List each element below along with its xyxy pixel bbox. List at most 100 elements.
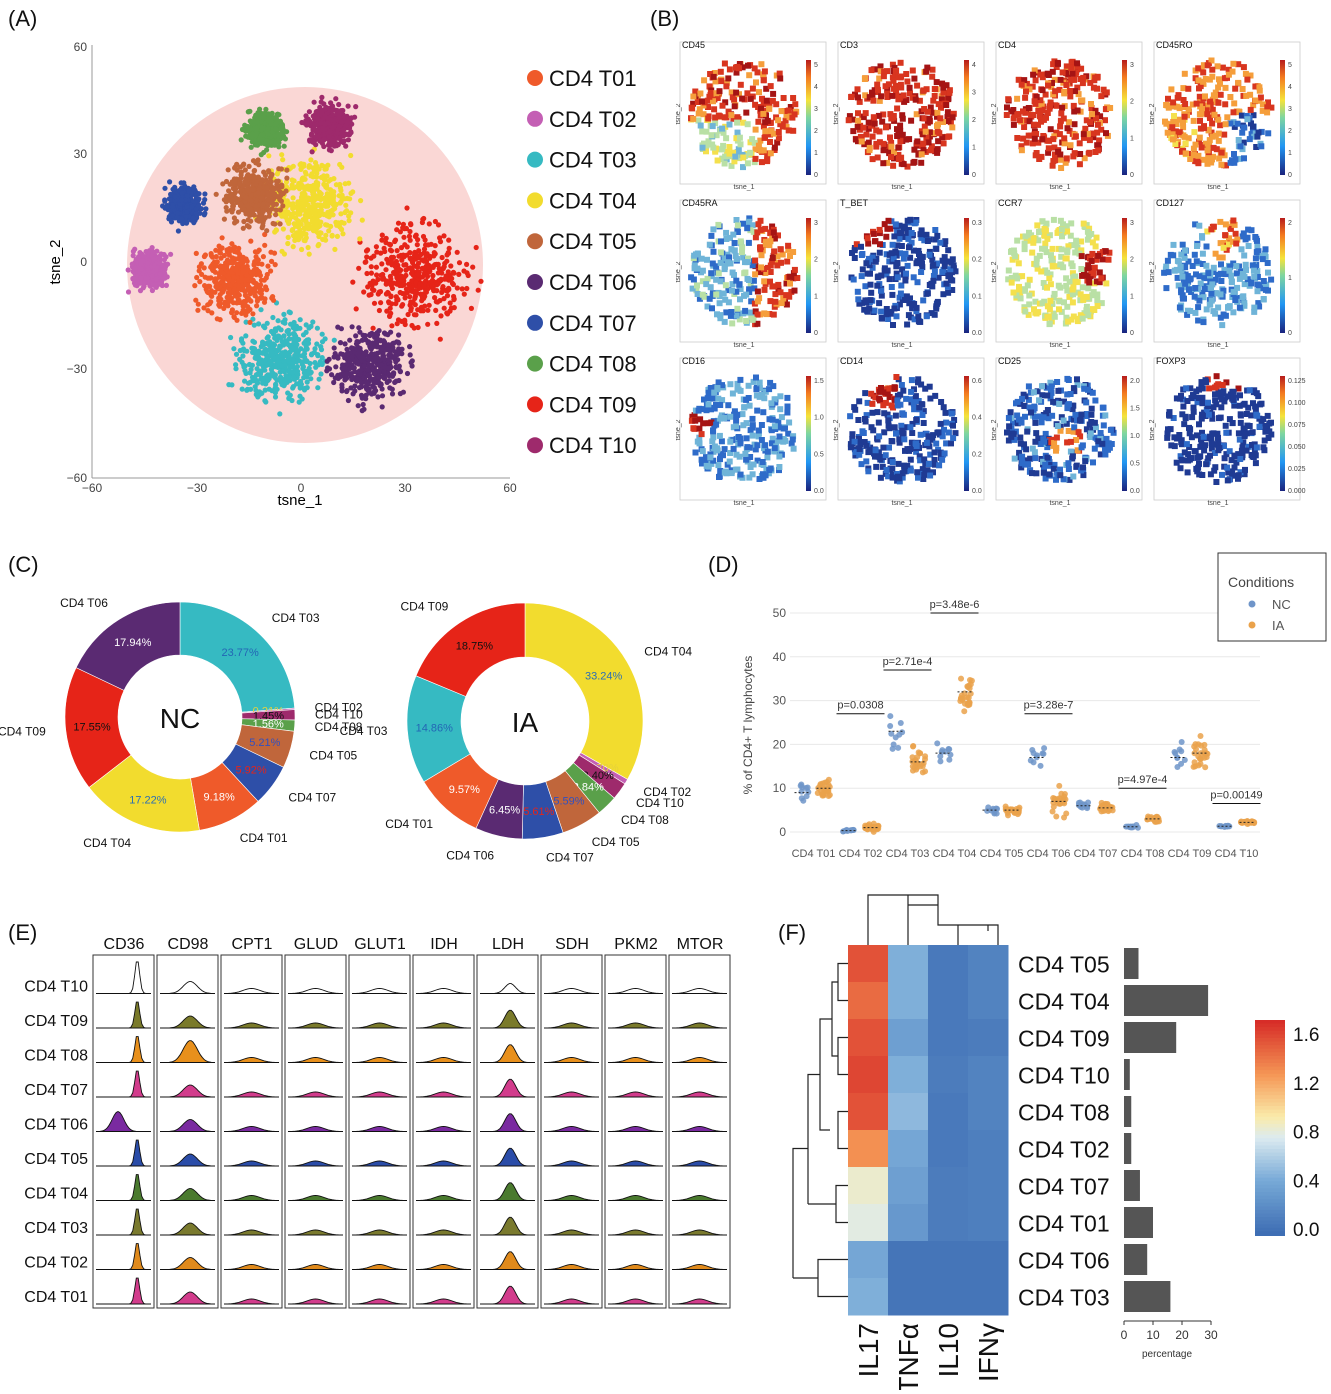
tsne-point — [350, 391, 356, 397]
cell-point — [744, 160, 751, 167]
cell-point — [930, 97, 937, 104]
tsne-point — [264, 320, 270, 326]
tsne-point — [336, 108, 343, 114]
tsne-point — [284, 167, 290, 173]
tsne-point — [242, 277, 248, 283]
tsne-point — [201, 305, 207, 311]
tsne-point — [138, 266, 144, 272]
map-x-label: tsne_1 — [733, 184, 754, 191]
tsne-point — [353, 306, 359, 312]
tsne-point — [171, 187, 177, 193]
cell-point — [846, 113, 853, 120]
colorbar-tick: 2 — [972, 117, 976, 124]
tsne-point — [277, 343, 283, 349]
cell-point — [732, 153, 739, 160]
cell-point — [766, 101, 773, 108]
tsne-point — [423, 253, 429, 259]
tsne-point — [315, 353, 321, 359]
cell-point — [764, 156, 771, 163]
tsne-point — [368, 270, 374, 276]
tsne-point — [175, 228, 181, 234]
cell-point — [739, 64, 746, 71]
tsne-point — [316, 166, 322, 172]
tsne-point — [352, 383, 358, 389]
tsne-point — [435, 299, 441, 305]
cell-point — [875, 112, 882, 119]
tsne-point — [264, 205, 270, 211]
tsne-point — [201, 212, 207, 218]
cell-point — [890, 162, 897, 169]
tsne-point — [319, 355, 325, 361]
tsne-point — [367, 343, 373, 349]
cell-point — [721, 114, 728, 121]
cell-point — [721, 160, 728, 167]
cell-point — [730, 149, 737, 156]
tsne-point — [278, 198, 284, 204]
tsne-point — [269, 258, 275, 264]
tsne-point — [240, 346, 247, 352]
tsne-point — [411, 325, 417, 331]
legend-swatch — [527, 437, 543, 454]
tsne-point — [361, 363, 367, 369]
tsne-point — [265, 263, 271, 269]
cell-point — [865, 139, 872, 146]
cell-point — [1103, 89, 1110, 96]
tsne-point — [295, 211, 301, 217]
tsne-point — [311, 125, 317, 131]
tsne-point — [346, 180, 352, 186]
tsne-point — [287, 344, 293, 350]
tsne-point — [318, 371, 324, 377]
tsne-point — [334, 130, 341, 136]
tsne-point — [433, 307, 439, 313]
tsne-point — [421, 246, 428, 252]
colorbar — [964, 60, 969, 175]
tsne-point — [320, 125, 326, 131]
cell-point — [1048, 84, 1055, 91]
cell-point — [752, 146, 759, 153]
tsne-point — [290, 384, 296, 390]
tsne-point — [265, 334, 271, 340]
tsne-point — [363, 248, 370, 254]
cell-point — [868, 122, 875, 129]
cell-point — [870, 114, 877, 121]
tsne-point — [130, 248, 136, 254]
cell-point — [920, 140, 927, 147]
tsne-point — [244, 387, 250, 393]
cell-point — [926, 129, 933, 136]
tsne-point — [339, 382, 345, 388]
tsne-point — [189, 204, 195, 210]
tsne-point — [305, 337, 312, 343]
tsne-point — [252, 384, 258, 390]
tsne-point — [205, 308, 211, 314]
cell-point — [1046, 137, 1053, 144]
tsne-point — [273, 212, 279, 218]
cell-point — [1032, 77, 1039, 84]
cell-point — [892, 82, 899, 89]
tsne-point — [257, 106, 263, 112]
cell-point — [1035, 139, 1042, 146]
cell-point — [775, 135, 782, 142]
tsne-point — [392, 356, 398, 362]
cell-point — [879, 118, 886, 125]
legend-label: CD4 T06 — [549, 270, 637, 295]
cell-point — [1089, 130, 1096, 137]
tsne-point — [408, 305, 414, 311]
cell-point — [773, 101, 780, 108]
tsne-point — [323, 232, 329, 238]
tsne-point — [273, 126, 279, 132]
tsne-point — [306, 163, 312, 169]
tsne-point — [304, 379, 310, 385]
tsne-point — [151, 256, 157, 262]
cell-point — [888, 143, 895, 150]
cell-point — [876, 97, 883, 104]
tsne-point — [196, 264, 202, 270]
tsne-point — [316, 133, 322, 139]
tsne-point — [310, 319, 316, 325]
tsne-point — [404, 205, 410, 211]
colorbar-tick: 0 — [972, 172, 976, 179]
tsne-point — [331, 379, 337, 386]
tsne-point — [363, 396, 369, 402]
cell-point — [792, 101, 799, 108]
tsne-point — [306, 325, 312, 331]
tsne-point — [286, 217, 293, 223]
